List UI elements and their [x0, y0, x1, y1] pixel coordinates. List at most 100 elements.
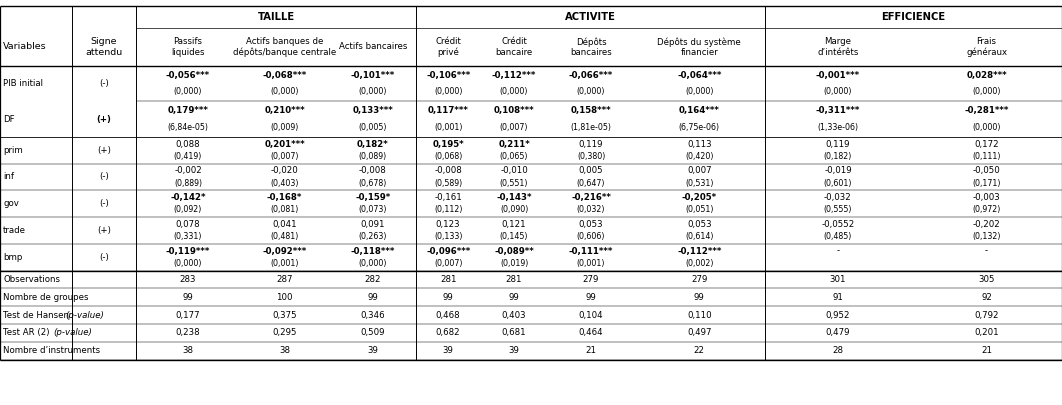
Text: (0,001): (0,001): [434, 123, 462, 132]
Text: -: -: [837, 247, 839, 256]
Text: (0,019): (0,019): [500, 259, 528, 268]
Text: (0,972): (0,972): [973, 205, 1000, 214]
Text: -0,001***: -0,001***: [816, 71, 860, 80]
Text: Crédit
privé: Crédit privé: [435, 37, 461, 57]
Text: (0,007): (0,007): [271, 152, 298, 161]
Text: 0,479: 0,479: [825, 328, 851, 337]
Text: (-): (-): [99, 173, 109, 181]
Text: 0,117***: 0,117***: [428, 107, 468, 115]
Text: (0,007): (0,007): [500, 123, 528, 132]
Text: DF: DF: [3, 115, 15, 124]
Text: 38: 38: [183, 346, 193, 355]
Text: 28: 28: [833, 346, 843, 355]
Text: 0,201: 0,201: [974, 328, 999, 337]
Text: 0,119: 0,119: [825, 140, 851, 149]
Text: -0,168*: -0,168*: [267, 193, 303, 202]
Text: EFFICIENCE: EFFICIENCE: [881, 12, 945, 22]
Text: (-): (-): [99, 253, 109, 262]
Text: -0,008: -0,008: [434, 166, 462, 175]
Text: -0,205*: -0,205*: [682, 193, 717, 202]
Text: (0,133): (0,133): [434, 232, 462, 241]
Text: 0,123: 0,123: [435, 220, 461, 229]
Text: (0,531): (0,531): [685, 179, 714, 188]
Text: (-): (-): [99, 199, 109, 208]
Text: (0,112): (0,112): [434, 205, 462, 214]
Text: Crédit
bancaire: Crédit bancaire: [495, 37, 533, 57]
Text: (0,380): (0,380): [577, 152, 605, 161]
Text: 0,346: 0,346: [360, 311, 386, 320]
Text: 99: 99: [509, 293, 519, 302]
Text: Test de Hansen: Test de Hansen: [3, 311, 72, 320]
Text: 0,121: 0,121: [501, 220, 527, 229]
Text: 0,497: 0,497: [687, 328, 712, 337]
Text: (0,000): (0,000): [271, 87, 298, 96]
Text: 38: 38: [279, 346, 290, 355]
Text: (p-value): (p-value): [66, 311, 105, 320]
Text: 0,468: 0,468: [435, 311, 461, 320]
Text: (0,000): (0,000): [174, 87, 202, 96]
Text: (0,403): (0,403): [271, 179, 298, 188]
Text: (0,068): (0,068): [434, 152, 462, 161]
Text: Actifs bancaires: Actifs bancaires: [339, 43, 407, 51]
Text: 0,211*: 0,211*: [498, 140, 530, 149]
Text: (0,000): (0,000): [174, 259, 202, 268]
Text: Marge
d’intérêts: Marge d’intérêts: [818, 37, 858, 57]
Text: (0,005): (0,005): [359, 123, 387, 132]
Text: 0,110: 0,110: [687, 311, 712, 320]
Text: 99: 99: [585, 293, 597, 302]
Text: 99: 99: [693, 293, 705, 302]
Text: -0,161: -0,161: [434, 193, 462, 202]
Text: 99: 99: [183, 293, 193, 302]
Text: prim: prim: [3, 146, 23, 155]
Text: 0,201***: 0,201***: [264, 140, 305, 149]
Text: (0,331): (0,331): [174, 232, 202, 241]
Text: -0,008: -0,008: [359, 166, 387, 175]
Text: (0,606): (0,606): [577, 232, 605, 241]
Text: 282: 282: [364, 275, 381, 284]
Text: (+): (+): [97, 146, 112, 155]
Text: gov: gov: [3, 199, 19, 208]
Text: -: -: [986, 247, 988, 256]
Text: 99: 99: [367, 293, 378, 302]
Text: -0,112***: -0,112***: [678, 247, 721, 256]
Text: (p-value): (p-value): [53, 328, 92, 337]
Text: -0,202: -0,202: [973, 220, 1000, 229]
Text: 0,172: 0,172: [974, 140, 999, 149]
Text: 0,509: 0,509: [360, 328, 386, 337]
Text: Nombre d’instruments: Nombre d’instruments: [3, 346, 100, 355]
Text: 0,007: 0,007: [687, 166, 712, 175]
Text: TAILLE: TAILLE: [258, 12, 294, 22]
Text: (0,263): (0,263): [359, 232, 387, 241]
Text: (0,601): (0,601): [824, 179, 852, 188]
Text: (1,33e-06): (1,33e-06): [818, 123, 858, 132]
Text: 92: 92: [981, 293, 992, 302]
Text: -0,064***: -0,064***: [678, 71, 721, 80]
Text: (0,000): (0,000): [359, 87, 387, 96]
Text: 0,182*: 0,182*: [357, 140, 389, 149]
Text: 21: 21: [981, 346, 992, 355]
Text: (1,81e-05): (1,81e-05): [570, 123, 612, 132]
Text: 287: 287: [276, 275, 293, 284]
Text: 279: 279: [583, 275, 599, 284]
Text: (0,182): (0,182): [824, 152, 852, 161]
Text: (0,551): (0,551): [500, 179, 528, 188]
Text: 0,053: 0,053: [687, 220, 712, 229]
Text: 0,238: 0,238: [175, 328, 201, 337]
Text: (0,001): (0,001): [271, 259, 298, 268]
Text: (+): (+): [97, 226, 112, 235]
Text: -0,019: -0,019: [824, 166, 852, 175]
Text: (0,002): (0,002): [685, 259, 714, 268]
Text: (6,84e-05): (6,84e-05): [168, 123, 208, 132]
Text: (0,000): (0,000): [500, 87, 528, 96]
Text: 39: 39: [367, 346, 378, 355]
Text: 0,053: 0,053: [579, 220, 603, 229]
Text: 91: 91: [833, 293, 843, 302]
Text: -0,020: -0,020: [271, 166, 298, 175]
Text: -0,106***: -0,106***: [426, 71, 470, 80]
Text: (0,678): (0,678): [359, 179, 387, 188]
Text: (0,090): (0,090): [500, 205, 528, 214]
Text: 0,091: 0,091: [360, 220, 386, 229]
Text: PIB initial: PIB initial: [3, 79, 44, 88]
Text: (0,555): (0,555): [824, 205, 852, 214]
Text: 0,164***: 0,164***: [679, 107, 720, 115]
